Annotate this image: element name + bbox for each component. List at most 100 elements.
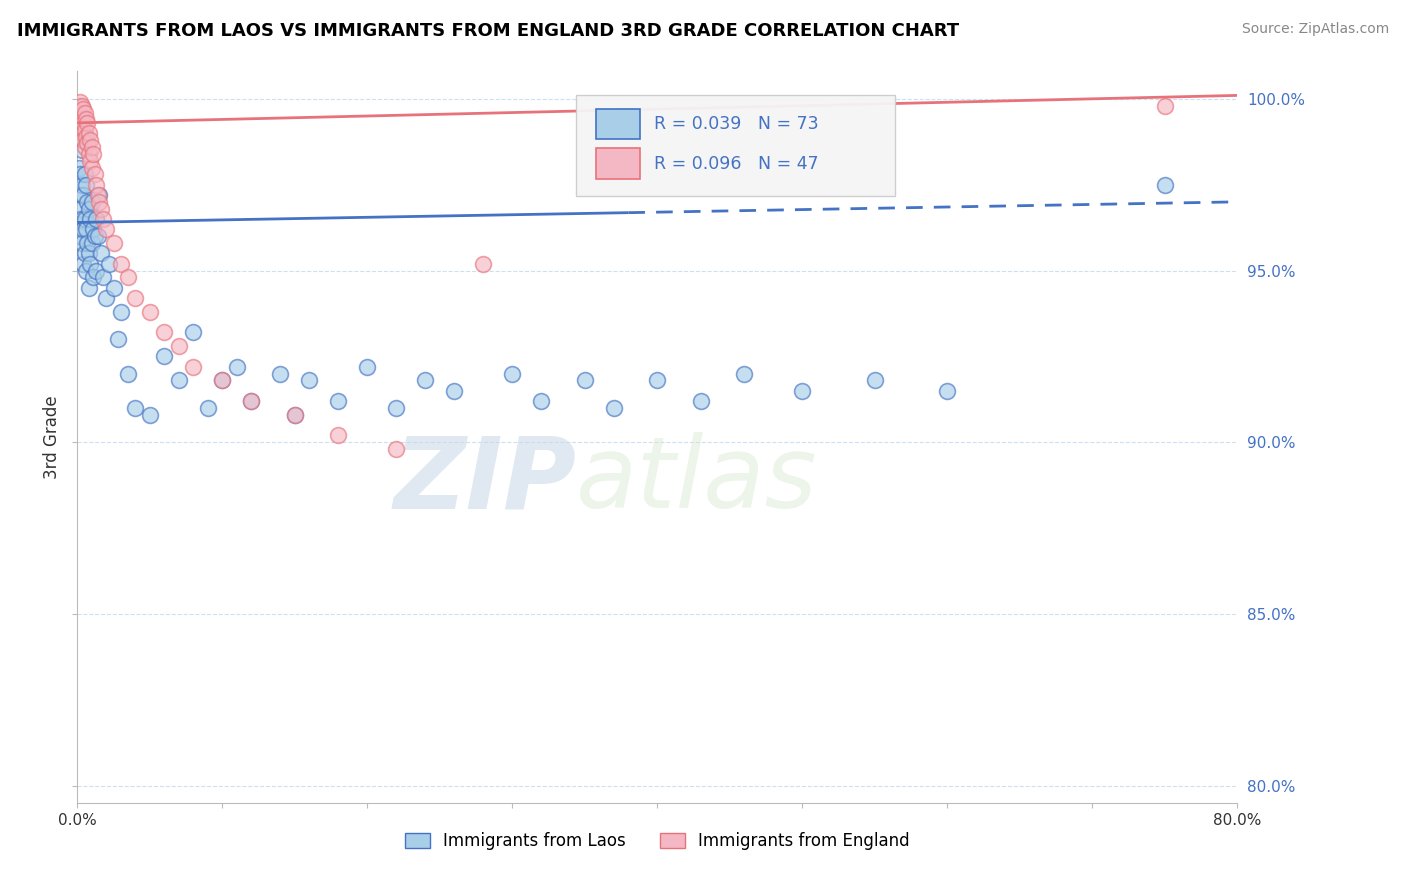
Point <box>385 442 408 456</box>
Point <box>103 281 125 295</box>
Point <box>76 235 98 250</box>
Point <box>356 359 378 374</box>
Point <box>82 146 104 161</box>
Point <box>240 394 263 409</box>
Point <box>77 202 100 216</box>
Point <box>117 367 139 381</box>
Text: ZIP: ZIP <box>394 433 576 530</box>
Text: IMMIGRANTS FROM LAOS VS IMMIGRANTS FROM ENGLAND 3RD GRADE CORRELATION CHART: IMMIGRANTS FROM LAOS VS IMMIGRANTS FROM … <box>17 22 959 40</box>
Point <box>72 102 94 116</box>
Point <box>77 246 100 260</box>
Point <box>863 373 886 387</box>
Point <box>96 222 118 236</box>
Point <box>70 112 93 127</box>
Legend: Immigrants from Laos, Immigrants from England: Immigrants from Laos, Immigrants from En… <box>398 825 917 856</box>
Point <box>167 339 190 353</box>
Point <box>183 359 205 374</box>
Point <box>385 401 408 415</box>
FancyBboxPatch shape <box>576 95 896 195</box>
Text: atlas: atlas <box>576 433 818 530</box>
Point <box>90 246 111 260</box>
Point <box>197 401 219 415</box>
Point <box>77 281 100 295</box>
Point <box>167 373 190 387</box>
Point <box>124 401 146 415</box>
Point <box>284 408 307 422</box>
Point <box>77 126 100 140</box>
Point <box>298 373 321 387</box>
Point <box>76 194 98 209</box>
Point <box>73 212 96 227</box>
Point <box>69 202 91 216</box>
Point <box>79 257 101 271</box>
Point <box>98 257 121 271</box>
Point <box>269 367 291 381</box>
Point <box>73 105 96 120</box>
Point <box>72 133 94 147</box>
Point <box>153 350 176 364</box>
Point <box>733 367 755 381</box>
Point <box>1153 178 1175 192</box>
Point <box>75 112 97 127</box>
Text: R = 0.096   N = 47: R = 0.096 N = 47 <box>654 154 818 172</box>
Point <box>67 98 90 112</box>
Point <box>124 291 146 305</box>
Point <box>69 167 91 181</box>
Point <box>647 373 669 387</box>
Point <box>73 246 96 260</box>
Point <box>77 146 100 161</box>
Point <box>107 332 129 346</box>
Point <box>93 270 115 285</box>
Point <box>139 408 162 422</box>
Point <box>82 222 104 236</box>
Point <box>443 384 465 398</box>
FancyBboxPatch shape <box>596 148 640 179</box>
Point <box>76 136 98 151</box>
Point <box>70 126 93 140</box>
Point <box>501 367 523 381</box>
Point <box>69 120 91 134</box>
Point <box>79 212 101 227</box>
Point <box>86 188 108 202</box>
Point <box>183 326 205 340</box>
Point <box>93 212 115 227</box>
Point <box>80 140 103 154</box>
Point <box>69 95 91 110</box>
Point <box>70 98 93 112</box>
Point <box>328 428 350 442</box>
Point <box>80 194 103 209</box>
Point <box>87 194 110 209</box>
Text: Source: ZipAtlas.com: Source: ZipAtlas.com <box>1241 22 1389 37</box>
Point <box>110 304 132 318</box>
Point <box>225 359 247 374</box>
Point <box>72 116 94 130</box>
Point <box>603 401 626 415</box>
Point <box>211 373 233 387</box>
Point <box>530 394 553 409</box>
Point <box>153 326 176 340</box>
Point <box>90 202 111 216</box>
Point <box>328 394 350 409</box>
Point <box>139 304 162 318</box>
Point <box>82 270 104 285</box>
Point <box>83 229 105 244</box>
Point <box>67 212 90 227</box>
Point <box>67 161 90 175</box>
Point <box>76 116 98 130</box>
Point <box>83 167 105 181</box>
Point <box>117 270 139 285</box>
Point <box>70 212 93 227</box>
Point <box>72 188 94 202</box>
Point <box>574 373 596 387</box>
Point <box>689 394 711 409</box>
Point <box>75 263 97 277</box>
Point <box>75 129 97 144</box>
Point <box>87 188 110 202</box>
Point <box>67 188 90 202</box>
Point <box>80 235 103 250</box>
Point <box>75 178 97 192</box>
Point <box>96 291 118 305</box>
Point <box>73 122 96 136</box>
Point <box>70 235 93 250</box>
Point <box>792 384 814 398</box>
